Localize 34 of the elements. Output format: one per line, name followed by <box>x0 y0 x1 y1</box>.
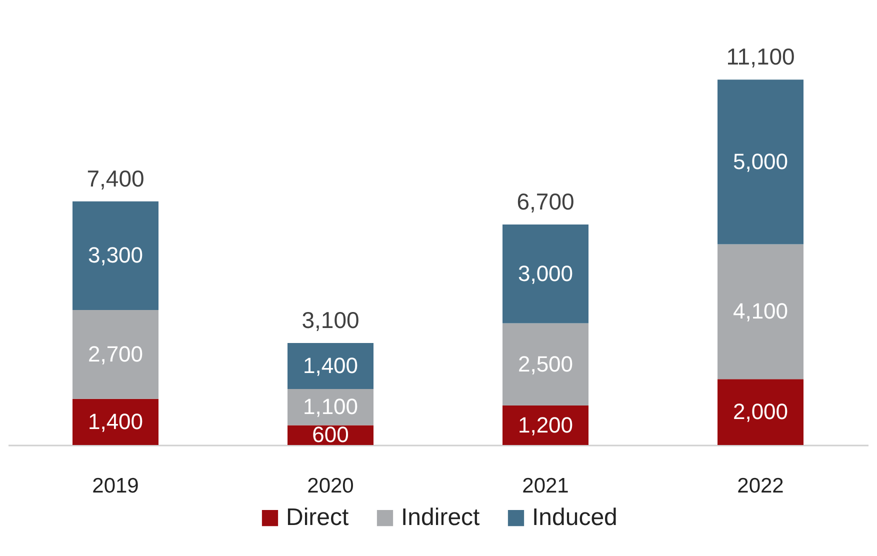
bar <box>718 244 804 380</box>
data-label: 3,300 <box>88 242 144 268</box>
bar <box>288 342 374 390</box>
bar <box>288 389 374 426</box>
total-label: 11,100 <box>726 44 795 70</box>
legend-label: Induced <box>532 504 618 531</box>
data-label: 2,500 <box>518 351 574 376</box>
bar <box>72 398 158 445</box>
data-label: 3,000 <box>518 260 574 286</box>
bar <box>718 379 804 445</box>
data-label: 2,000 <box>732 399 788 424</box>
bar <box>502 323 588 406</box>
total-label: 3,100 <box>302 306 360 333</box>
bar <box>502 406 588 445</box>
x-tick-label: 2022 <box>737 474 784 498</box>
x-tick-label: 2021 <box>522 474 569 498</box>
x-tick-label: 2019 <box>92 474 139 498</box>
data-label: 4,100 <box>732 298 788 324</box>
data-label: 1,400 <box>302 353 358 378</box>
legend-label: Direct <box>286 504 350 531</box>
bar <box>718 80 804 244</box>
data-label: 5,000 <box>732 148 788 174</box>
total-label: 7,400 <box>86 165 144 192</box>
bar <box>502 224 588 324</box>
legend-label: Indirect <box>401 504 480 531</box>
bar <box>72 201 158 310</box>
x-tick-label: 2020 <box>307 474 354 498</box>
data-label: 1,200 <box>518 412 574 438</box>
data-label: 2,700 <box>88 341 144 366</box>
data-label: 1,100 <box>302 394 358 420</box>
total-label: 6,700 <box>516 188 574 214</box>
bar <box>72 310 158 399</box>
data-label: 600 <box>312 422 349 448</box>
data-label: 1,400 <box>88 408 144 434</box>
